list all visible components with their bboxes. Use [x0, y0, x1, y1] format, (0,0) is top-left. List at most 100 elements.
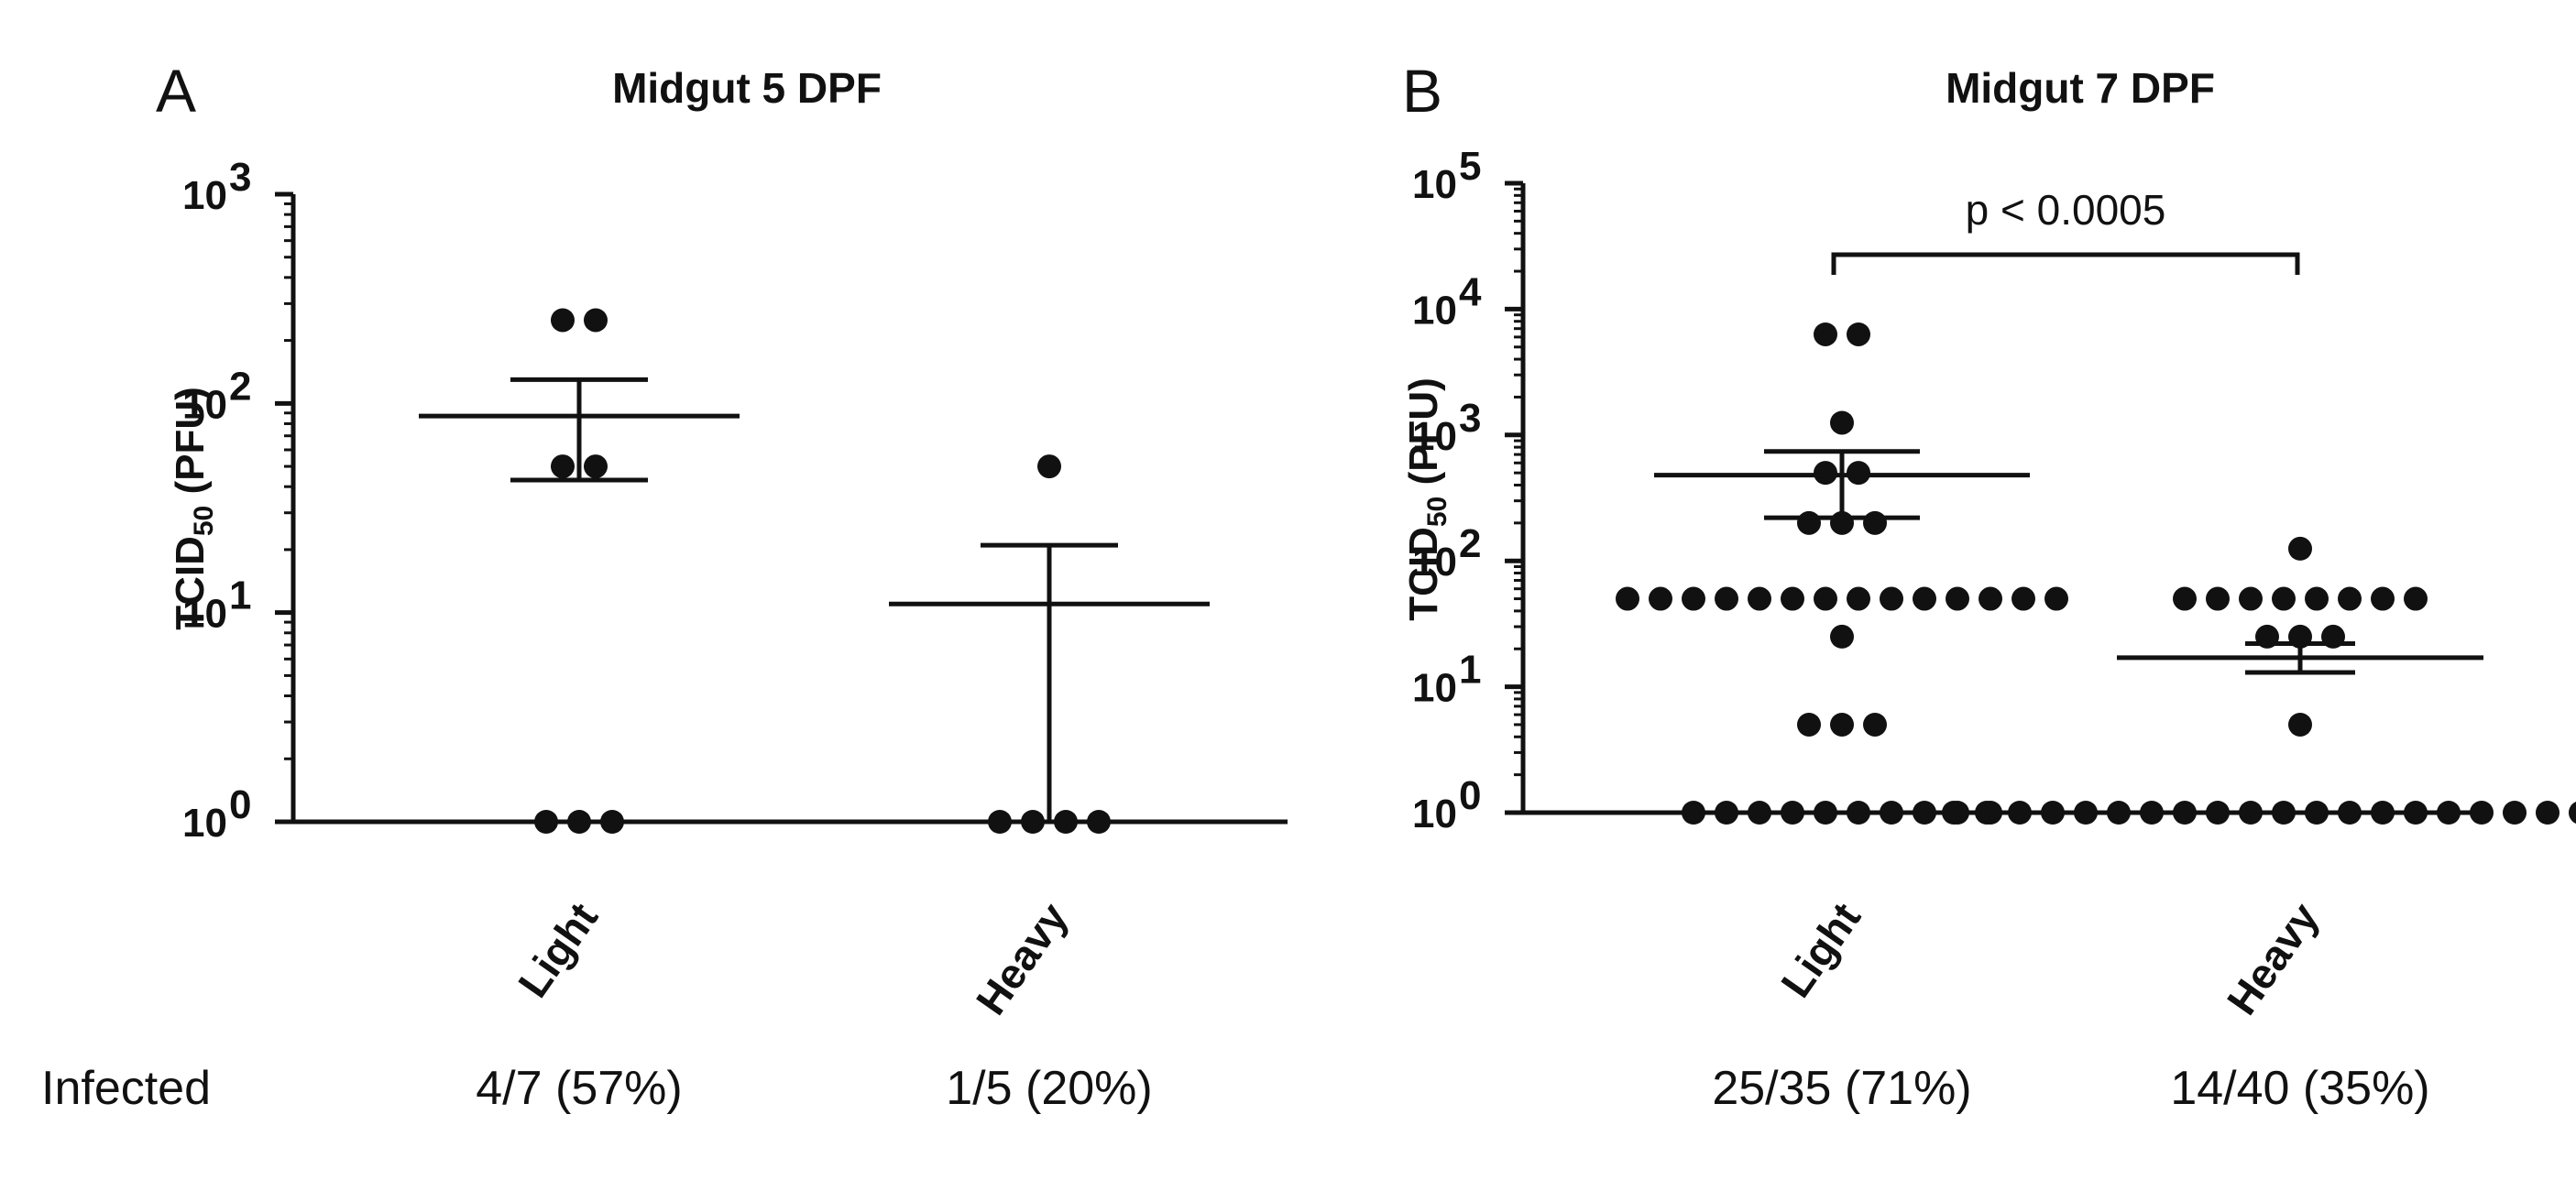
panel-b-y-tick-exponent: 5: [1459, 144, 1481, 189]
panel-b-point-light: [1847, 586, 1870, 611]
panel-b-point-heavy: [2206, 586, 2230, 611]
panel-b-point-light: [1880, 801, 1903, 825]
panel-b-point-light: [1781, 801, 1804, 825]
panel-b-point-heavy: [2206, 801, 2230, 825]
panel-a-category-label-light: Light: [509, 894, 607, 1006]
panel-b-point-heavy: [2371, 586, 2395, 611]
panel-b-y-tick-exponent: 2: [1459, 521, 1481, 566]
panel-a-y-tick-label: 10: [182, 592, 227, 637]
panel-a-y-tick-exponent: 3: [229, 155, 251, 200]
panel-a-title: Midgut 5 DPF: [612, 64, 882, 112]
panel-b-point-heavy: [2008, 801, 2032, 825]
panel-a-category-label-heavy: Heavy: [967, 894, 1078, 1023]
panel-b-point-light: [1847, 801, 1870, 825]
panel-b-point-light: [1979, 586, 2002, 611]
panel-b-point-light: [1880, 586, 1903, 611]
panel-a-point-light: [551, 454, 575, 479]
panel-b-y-tick-label: 10: [1412, 162, 1457, 207]
panel-b-point-light: [1913, 586, 1936, 611]
panel-b-letter: B: [1402, 57, 1442, 125]
panel-b-point-heavy: [2239, 586, 2263, 611]
panel-b-significance-bracket: [1831, 252, 2300, 275]
panel-b-y-axis-label: TCID50 (PFU): [1401, 377, 1452, 621]
panel-a-y-axis-label: TCID50 (PFU): [168, 387, 219, 630]
panel-b-point-light: [1715, 586, 1738, 611]
panel-a-point-light: [600, 810, 624, 834]
panel-b-point-light: [1814, 801, 1837, 825]
panel-b-point-heavy: [2272, 801, 2296, 825]
panel-b-point-heavy: [1975, 801, 1999, 825]
panel-b-y-tick-exponent: 0: [1459, 773, 1481, 818]
panel-a-point-light: [551, 308, 575, 333]
panel-b-category-label-light: Light: [1771, 894, 1869, 1006]
panel-b-point-light: [1863, 510, 1887, 535]
panel-b-point-heavy: [2503, 801, 2527, 825]
panel-a-point-light: [584, 454, 608, 479]
panel-a-y-tick-label: 10: [182, 382, 227, 427]
panel-b-point-light: [1682, 801, 1705, 825]
panel-b-point-heavy: [2305, 801, 2329, 825]
panel-a-infected-heavy: 1/5 (20%): [946, 1062, 1152, 1115]
panel-b-y-tick-exponent: 1: [1459, 648, 1481, 693]
panel-b-point-light: [1682, 586, 1705, 611]
panel-b-point-heavy: [2288, 712, 2312, 737]
panel-a-y-tick-exponent: 2: [229, 364, 251, 409]
panel-b-point-heavy: [2404, 586, 2428, 611]
panel-b-infected-heavy: 14/40 (35%): [2170, 1062, 2429, 1115]
panel-b-point-light: [1913, 801, 1936, 825]
panel-b-y-tick-exponent: 3: [1459, 396, 1481, 441]
panel-b-point-light: [2011, 586, 2035, 611]
panel-b-point-heavy: [1942, 801, 1966, 825]
panel-b-point-heavy: [2041, 801, 2065, 825]
panel-b-point-light: [1814, 322, 1837, 346]
panel-b-point-light: [1715, 801, 1738, 825]
panel-b-point-light: [1830, 624, 1854, 649]
infected-row-label: Infected: [41, 1062, 211, 1115]
panel-b-y-tick-label: 10: [1412, 414, 1457, 459]
panel-b-point-heavy: [2288, 536, 2312, 561]
panel-b-significance-label: p < 0.0005: [1966, 186, 2166, 234]
panel-b-point-heavy: [2140, 801, 2164, 825]
panel-b-point-light: [1830, 712, 1854, 737]
panel-b-point-heavy: [2437, 801, 2461, 825]
panel-b-point-light: [2044, 586, 2068, 611]
panel-a-y-tick-exponent: 1: [229, 574, 251, 618]
panel-b-point-light: [1616, 586, 1639, 611]
panel-a-y-tick-label: 10: [182, 801, 227, 846]
panel-b-point-heavy: [2569, 802, 2576, 824]
panel-b-point-light: [1814, 586, 1837, 611]
panel-a-point-light: [534, 810, 558, 834]
panel-b-point-heavy: [2173, 801, 2197, 825]
panel-a-point-heavy: [1037, 454, 1061, 479]
panel-b-point-light: [1863, 712, 1887, 737]
panel-a-point-light: [567, 810, 591, 834]
panel-b-point-light: [1797, 510, 1821, 535]
panel-b-point-heavy: [2470, 801, 2494, 825]
panel-b-y-tick-exponent: 4: [1459, 269, 1482, 314]
panel-b-point-light: [1847, 322, 1870, 346]
panel-b-point-heavy: [2536, 801, 2560, 825]
panel-a-infected-light: 4/7 (57%): [476, 1062, 682, 1115]
panel-b-point-heavy: [2338, 586, 2362, 611]
panel-b-point-light: [1748, 801, 1771, 825]
panel-b-infected-light: 25/35 (71%): [1712, 1062, 1971, 1115]
panel-b-category-label-heavy: Heavy: [2218, 894, 2329, 1023]
panel-b-y-tick-label: 10: [1412, 666, 1457, 711]
panel-a-letter: A: [156, 57, 196, 125]
panel-b-point-light: [1649, 586, 1672, 611]
panel-b-y-tick-label: 10: [1412, 792, 1457, 836]
panel-b-title: Midgut 7 DPF: [1946, 64, 2215, 112]
panel-b-point-heavy: [2107, 801, 2131, 825]
panel-b-point-light: [1830, 410, 1854, 435]
panel-b-point-heavy: [2239, 801, 2263, 825]
panel-a-y-tick-exponent: 0: [229, 782, 251, 827]
panel-b-point-light: [1781, 586, 1804, 611]
panel-b-point-light: [1748, 586, 1771, 611]
panel-b-point-heavy: [2371, 801, 2395, 825]
panel-b-y-tick-label: 10: [1412, 540, 1457, 585]
panel-b-point-light: [1946, 586, 1969, 611]
panel-b-point-heavy: [2338, 801, 2362, 825]
